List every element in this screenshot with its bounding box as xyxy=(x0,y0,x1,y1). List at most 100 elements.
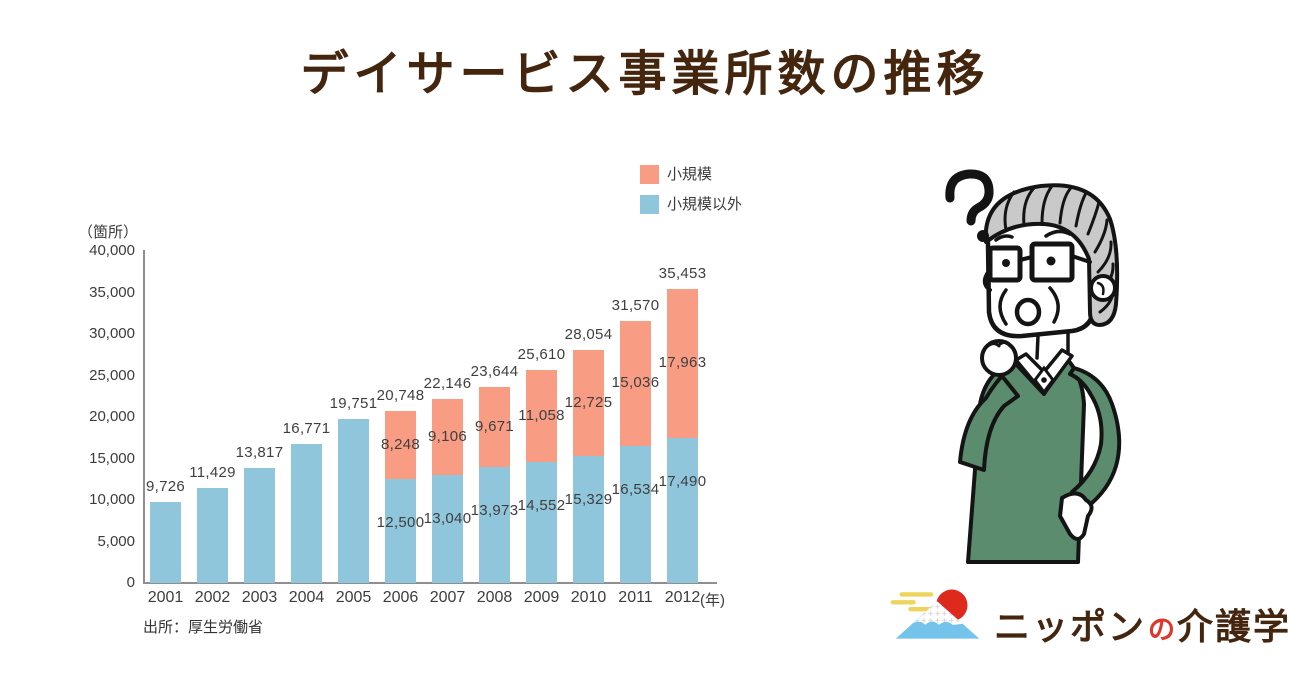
x-axis-tick-label: 2004 xyxy=(288,589,325,606)
chart-legend: 小規模 小規模以外 xyxy=(640,165,742,225)
segment-value-non-small-scale: 14,552 xyxy=(517,497,566,515)
segment-value-non-small-scale: 17,490 xyxy=(658,472,707,490)
bar-total-label: 9,726 xyxy=(145,478,186,496)
x-axis-tick-label: 2008 xyxy=(476,589,513,606)
y-axis-line xyxy=(143,250,145,583)
y-axis-unit-label: （箇所） xyxy=(77,224,138,241)
bar-segment-small-scale xyxy=(667,288,698,438)
bar-segment-non-small-scale xyxy=(432,474,463,583)
glasses-bridge xyxy=(1018,254,1092,264)
segment-value-small-scale: 8,248 xyxy=(380,436,421,454)
bar-segment-non-small-scale xyxy=(573,455,604,583)
segment-value-non-small-scale: 16,534 xyxy=(611,480,660,498)
segment-value-small-scale: 12,725 xyxy=(564,393,613,411)
page-title: デイサービス事業所数の推移 xyxy=(300,48,990,101)
bar-segment-small-scale xyxy=(479,386,510,468)
thinking-man-illustration xyxy=(945,169,1122,564)
y-axis-tick-label: 30,000 xyxy=(89,325,135,342)
x-axis-tick-label: 2010 xyxy=(570,589,607,606)
legend-item-small-scale: 小規模 xyxy=(640,165,742,184)
bar-segment-small-scale xyxy=(385,410,416,480)
bar-total-label: 19,751 xyxy=(329,395,378,413)
left-arm xyxy=(958,374,1020,472)
nose xyxy=(982,269,992,292)
bar-total-label: 13,817 xyxy=(235,444,284,462)
y-axis-tick-label: 20,000 xyxy=(89,408,135,425)
right-hand xyxy=(1058,491,1094,541)
y-axis-tick-label: 0 xyxy=(126,574,135,591)
right-eye xyxy=(1046,256,1056,266)
bar-segment-non-small-scale xyxy=(479,467,510,583)
legend-label-small-scale: 小規模 xyxy=(667,166,713,183)
bar-segment-non-small-scale xyxy=(197,488,228,583)
bar-segment-small-scale xyxy=(573,350,604,456)
logo-text: ニッポン の 介護学 xyxy=(994,598,1290,650)
segment-value-non-small-scale: 13,973 xyxy=(470,502,519,520)
segment-value-non-small-scale: 13,040 xyxy=(423,509,472,527)
y-axis-tick-label: 10,000 xyxy=(89,491,135,508)
bar-total-label: 31,570 xyxy=(611,296,660,314)
segment-value-small-scale: 17,963 xyxy=(658,354,707,372)
x-axis-tick-label: 2001 xyxy=(147,589,184,606)
snow-cap xyxy=(912,601,963,625)
segment-value-small-scale: 15,036 xyxy=(611,374,660,392)
segment-value-non-small-scale: 15,329 xyxy=(564,490,613,508)
fuji-logo-mark xyxy=(890,589,980,639)
y-axis-tick-label: 5,000 xyxy=(97,532,135,550)
fist-knuckles xyxy=(986,340,1012,348)
bar-segment-non-small-scale xyxy=(338,419,369,583)
segment-value-small-scale: 9,671 xyxy=(474,417,515,435)
x-axis-tick-label: 2011 xyxy=(618,589,653,606)
mouth xyxy=(1014,297,1042,327)
x-axis-tick-label: 2005 xyxy=(335,589,372,606)
x-axis-tick-label: 2009 xyxy=(523,589,560,606)
x-axis-tick-label: 2006 xyxy=(382,589,419,606)
y-axis-tick-label: 15,000 xyxy=(89,449,135,467)
left-eye xyxy=(1002,259,1010,267)
bar-segment-non-small-scale xyxy=(620,445,651,583)
legend-item-non-small-scale: 小規模以外 xyxy=(640,195,742,214)
button-dot xyxy=(1041,377,1047,383)
cloud-lines-icon xyxy=(890,592,940,612)
x-axis-line xyxy=(143,582,717,584)
x-axis-unit-label: (年) xyxy=(700,592,725,609)
x-axis-tick-label: 2003 xyxy=(241,589,278,606)
legend-label-non-small-scale: 小規模以外 xyxy=(667,196,743,213)
segment-value-non-small-scale: 12,500 xyxy=(376,514,425,532)
bar-segment-non-small-scale xyxy=(385,479,416,583)
nasolabial-folds xyxy=(998,286,1060,326)
x-axis-tick-label: 2002 xyxy=(194,589,231,606)
source-note: 出所：厚生労働省 xyxy=(143,619,264,636)
bar-segment-non-small-scale xyxy=(667,437,698,583)
logo-text-nippon: ニッポン xyxy=(994,606,1147,647)
bar-total-label: 28,054 xyxy=(564,326,613,344)
bar-segment-small-scale xyxy=(526,370,557,463)
x-axis-tick-label: 2012 xyxy=(664,589,701,606)
question-mark-icon xyxy=(945,169,994,242)
logo-text-no: の xyxy=(1148,615,1176,645)
y-axis-tick-label: 25,000 xyxy=(89,366,135,384)
bar-segment-non-small-scale xyxy=(291,443,322,583)
bar-total-label: 35,453 xyxy=(658,264,707,282)
y-axis-tick-label: 40,000 xyxy=(89,242,135,259)
bar-segment-non-small-scale xyxy=(150,502,181,583)
ear-inner xyxy=(1096,281,1105,296)
bar-segment-small-scale xyxy=(432,399,463,475)
fist xyxy=(980,339,1018,377)
bar-total-label: 20,748 xyxy=(376,386,425,404)
y-axis-tick-label: 35,000 xyxy=(89,283,135,301)
logo-text-kaigogaku: 介護学 xyxy=(1177,606,1290,647)
bar-segment-non-small-scale xyxy=(244,468,275,583)
legend-swatch-small-scale xyxy=(640,165,659,184)
bar-segment-non-small-scale xyxy=(526,462,557,583)
bar-total-label: 22,146 xyxy=(423,375,472,393)
bar-segment-small-scale xyxy=(620,320,651,446)
eyebrows xyxy=(994,229,1072,242)
brand-logo: ニッポン の 介護学 xyxy=(886,582,1289,656)
hair xyxy=(983,183,1120,327)
bar-total-label: 25,610 xyxy=(517,346,566,364)
bar-total-label: 11,429 xyxy=(189,464,236,482)
x-axis-tick-label: 2007 xyxy=(429,589,466,606)
bar-total-label: 16,771 xyxy=(282,419,331,437)
